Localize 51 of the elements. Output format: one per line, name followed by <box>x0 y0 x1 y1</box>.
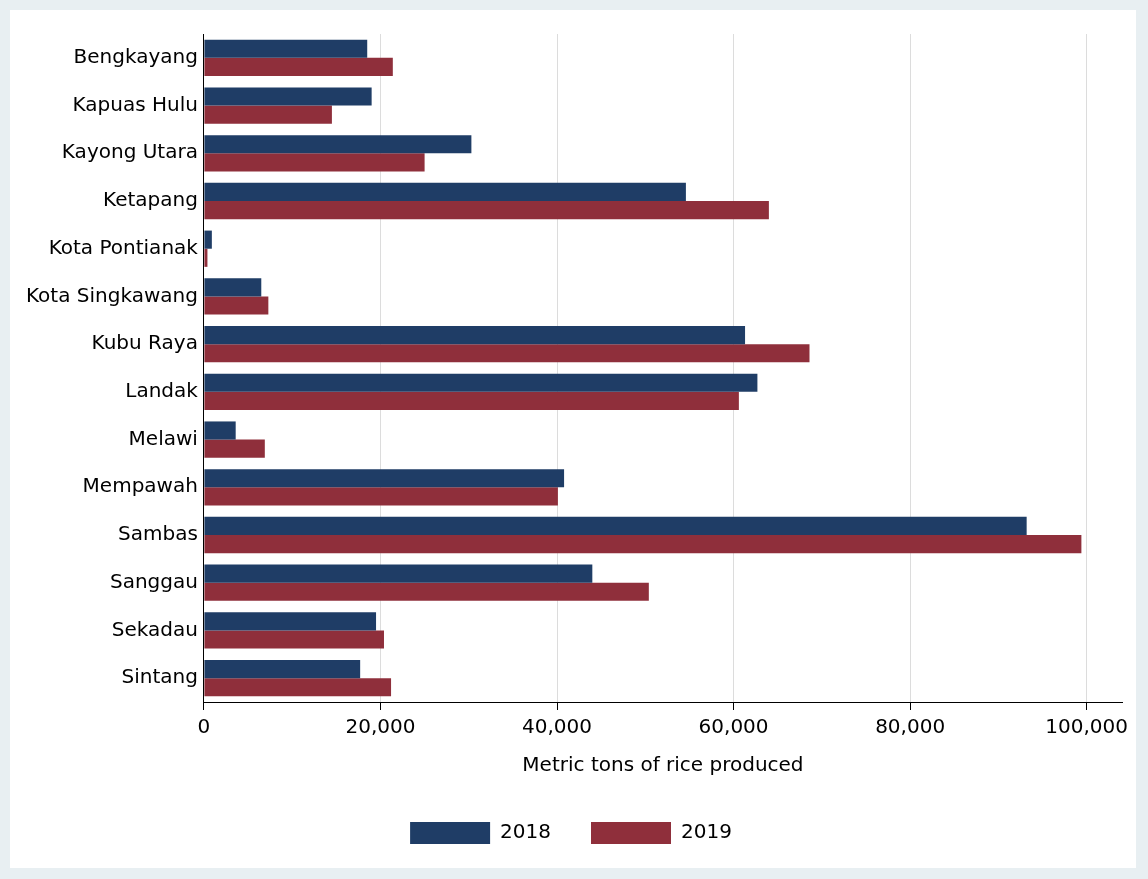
y-tick-label: Kota Singkawang <box>26 282 198 307</box>
bar <box>204 564 593 583</box>
bar <box>204 487 558 506</box>
bar <box>204 678 392 697</box>
y-tick-label: Mempawah <box>82 473 198 498</box>
y-tick-label: Kayong Utara <box>61 139 198 164</box>
x-axis-title: Metric tons of rice produced <box>522 752 804 777</box>
bar <box>204 630 384 649</box>
y-tick-label: Sintang <box>121 664 198 689</box>
bar <box>204 248 208 267</box>
y-tick-label: Melawi <box>128 425 198 450</box>
x-tick-label: 100,000 <box>1045 714 1129 739</box>
legend-label: 2018 <box>500 819 552 844</box>
bar <box>204 230 212 249</box>
bar <box>204 57 393 76</box>
bar <box>204 39 368 58</box>
bar <box>204 535 1082 554</box>
bar <box>204 87 372 106</box>
bar <box>204 373 758 392</box>
y-tick-label: Sanggau <box>109 568 198 593</box>
bar <box>204 516 1027 535</box>
y-tick-label: Ketapang <box>103 187 198 212</box>
bar <box>204 421 236 440</box>
y-tick-label: Kubu Raya <box>91 330 198 355</box>
bar <box>204 439 265 458</box>
x-tick-label: 80,000 <box>875 714 946 739</box>
bar <box>204 469 565 488</box>
y-tick-label: Bengkayang <box>73 44 198 69</box>
bar <box>204 296 269 315</box>
x-tick-label: 60,000 <box>698 714 769 739</box>
x-tick-label: 0 <box>197 714 211 739</box>
bar <box>204 135 472 154</box>
y-tick-label: Landak <box>125 378 199 403</box>
bar <box>204 326 746 345</box>
bar <box>204 201 769 220</box>
legend-label: 2019 <box>681 819 732 844</box>
bar <box>204 391 739 410</box>
bar <box>204 153 425 172</box>
bar <box>204 278 262 297</box>
bar <box>204 182 686 201</box>
y-tick-label: Sekadau <box>111 616 198 641</box>
bar <box>204 344 810 363</box>
y-tick-label: Kota Pontianak <box>48 234 199 259</box>
bar <box>204 660 361 679</box>
bar <box>204 612 377 631</box>
x-tick-label: 40,000 <box>522 714 593 739</box>
bar <box>204 582 649 601</box>
y-tick-label: Kapuas Hulu <box>72 91 198 116</box>
x-tick-label: 20,000 <box>345 714 416 739</box>
bar <box>204 105 332 124</box>
y-tick-label: Sambas <box>118 521 198 546</box>
